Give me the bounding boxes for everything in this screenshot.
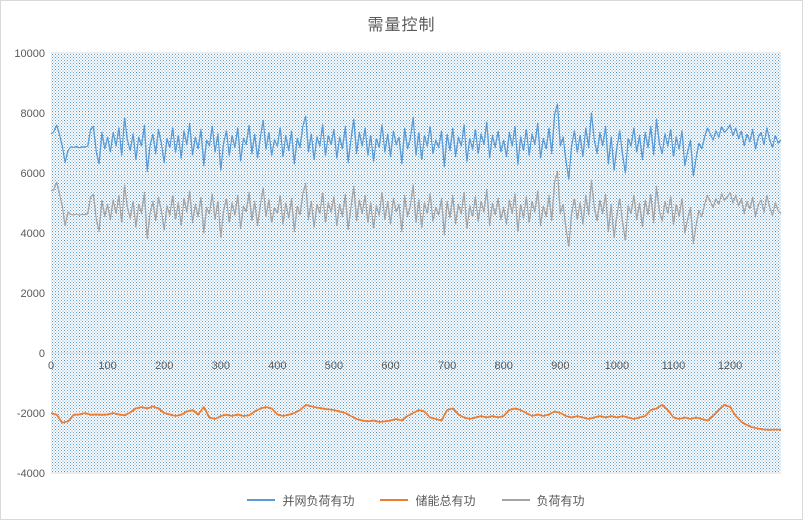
y-axis-tick-label: -2000: [17, 408, 45, 420]
x-axis-tick-label: 1000: [605, 360, 629, 372]
x-axis-tick-label: 0: [48, 360, 54, 372]
x-axis-tick-label: 800: [495, 360, 513, 372]
x-axis-tick-label: 400: [268, 360, 286, 372]
x-axis-tick-label: 1200: [718, 360, 742, 372]
legend-item[interactable]: 并网负荷有功: [247, 492, 354, 509]
legend-label: 储能总有功: [415, 493, 476, 508]
y-axis-tick-label: 2000: [21, 288, 45, 300]
legend-label: 负荷有功: [536, 493, 585, 508]
x-axis-tick-label: 700: [438, 360, 456, 372]
x-axis-tick-label: 1100: [662, 360, 686, 372]
legend-line-swatch: [247, 499, 276, 501]
y-axis-tick-label: -4000: [17, 468, 45, 480]
legend-line-swatch: [501, 499, 530, 501]
x-axis-tick-label: 300: [212, 360, 230, 372]
x-axis-tick-label: 500: [325, 360, 343, 372]
series-line-2: [50, 170, 782, 248]
y-axis-tick-label: 8000: [21, 108, 45, 120]
x-axis-tick-label: 900: [551, 360, 569, 372]
x-axis-tick-label: 200: [155, 360, 173, 372]
y-axis-tick-label: 6000: [21, 168, 45, 180]
y-axis-tick-label: 10000: [14, 48, 45, 60]
x-axis-tick-label: 600: [381, 360, 399, 372]
x-axis-tick-label: 100: [98, 360, 116, 372]
legend-item[interactable]: 负荷有功: [501, 492, 585, 509]
legend: 并网负荷有功 储能总有功 负荷有功: [51, 489, 781, 511]
y-axis-tick-label: 4000: [21, 228, 45, 240]
legend-line-swatch: [380, 499, 409, 501]
y-axis-tick-label: 0: [39, 348, 45, 360]
plot-area-dot-pattern: [51, 53, 781, 473]
legend-label: 并网负荷有功: [282, 493, 355, 508]
series-line-0: [50, 103, 782, 180]
chart-title: 需量控制: [367, 17, 436, 34]
legend-item[interactable]: 储能总有功: [380, 492, 476, 509]
series-line-1: [50, 403, 782, 431]
